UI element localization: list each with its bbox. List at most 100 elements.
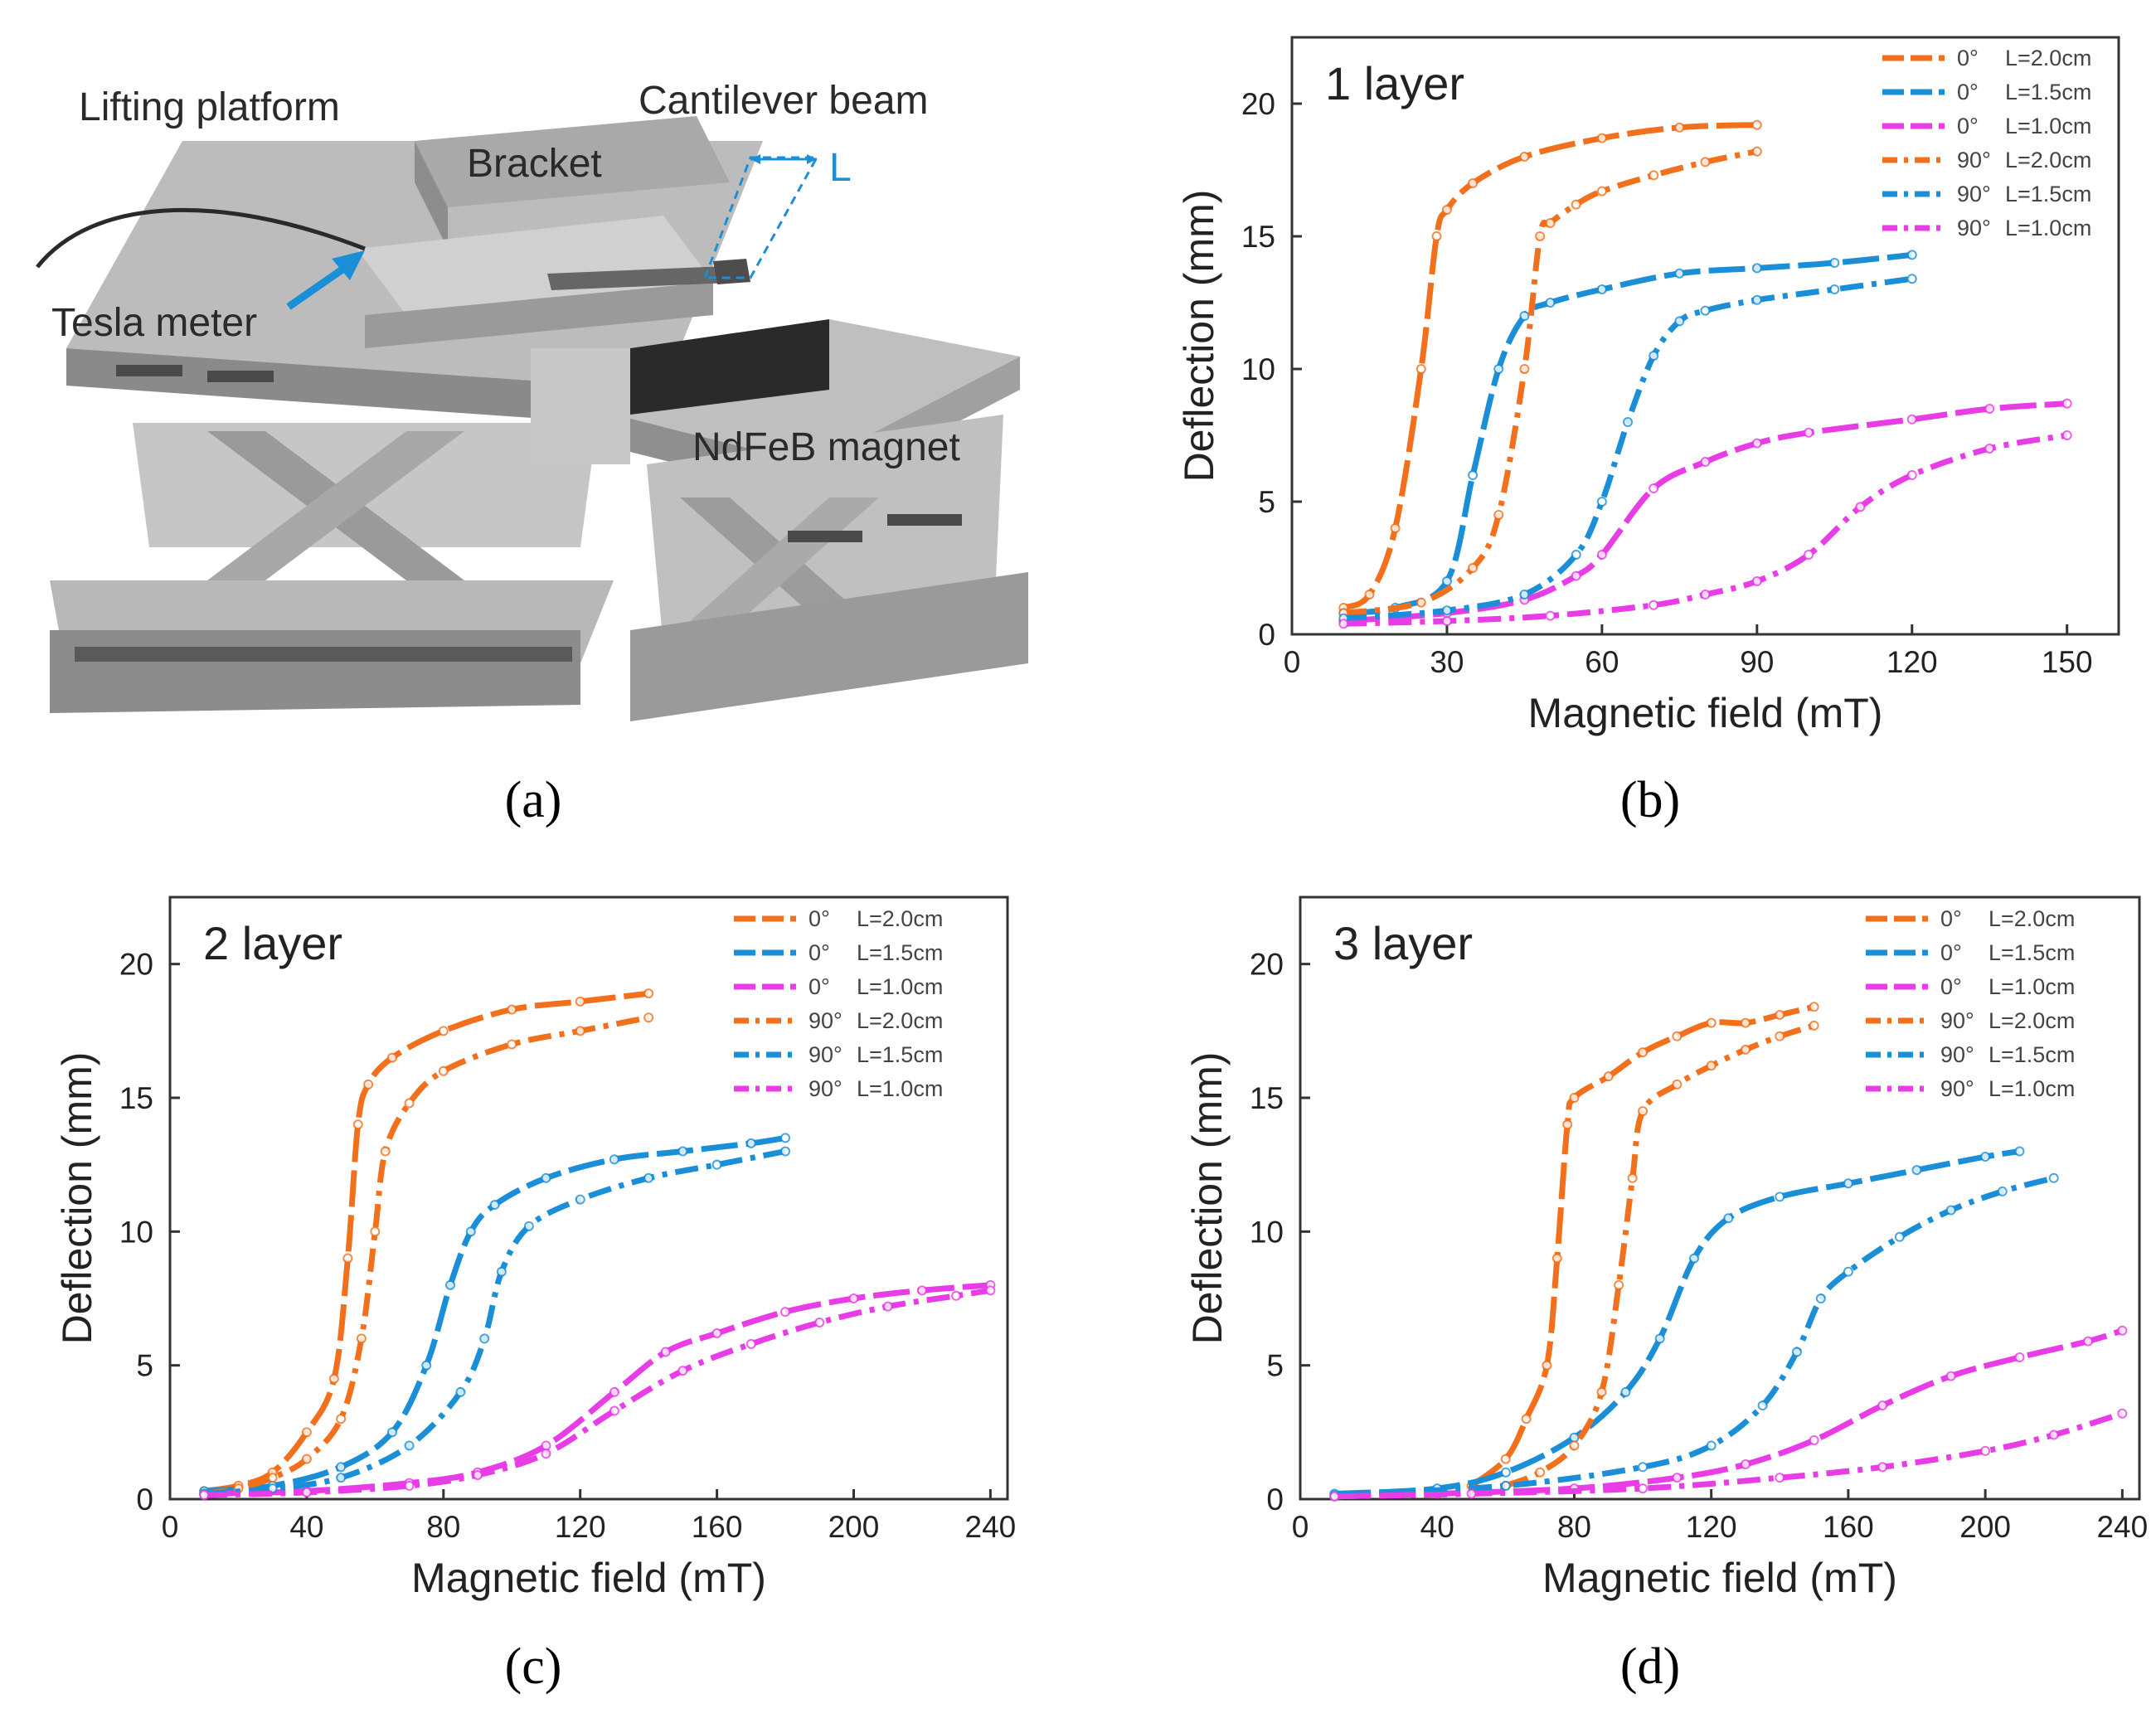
data-point — [1674, 316, 1685, 327]
series-line — [1343, 275, 1913, 622]
data-point — [1551, 1253, 1562, 1264]
data-point — [1775, 1192, 1785, 1202]
data-point — [1493, 364, 1504, 374]
x-tick-label: 60 — [1585, 645, 1619, 679]
data-point — [541, 1449, 551, 1459]
legend-length: L=2.0cm — [857, 1008, 943, 1033]
data-point — [1441, 205, 1452, 215]
data-point — [1649, 599, 1659, 610]
legend-angle: 0° — [1940, 940, 1962, 965]
series-line — [1342, 122, 1757, 611]
data-point — [1809, 1002, 1819, 1012]
series-line — [203, 990, 649, 1494]
data-point — [1906, 470, 1917, 480]
label-cantilever-beam: Cantilever beam — [639, 79, 929, 123]
tesla-meter-arrow — [286, 262, 351, 310]
data-point — [2117, 1325, 2128, 1336]
legend-length: L=1.5cm — [857, 1042, 943, 1067]
x-tick-label: 150 — [2042, 645, 2093, 679]
data-point — [1700, 590, 1711, 599]
x-tick-label: 0 — [162, 1510, 179, 1544]
x-tick-label: 120 — [1886, 645, 1938, 679]
legend-angle: 90° — [808, 1008, 842, 1033]
legend-angle: 90° — [1940, 1008, 1974, 1033]
x-tick-label: 240 — [2096, 1510, 2148, 1544]
data-point — [677, 1366, 688, 1376]
data-point — [1751, 576, 1762, 586]
label-length: L — [829, 146, 852, 190]
series-line — [1334, 1410, 2124, 1500]
data-point — [1603, 1071, 1614, 1082]
data-point — [848, 1293, 859, 1303]
bracket-top — [415, 116, 730, 207]
data-point — [1829, 284, 1840, 294]
data-point — [1751, 263, 1762, 274]
data-point — [1329, 1491, 1340, 1502]
data-point — [541, 1440, 551, 1451]
y-axis-label: Deflection (mm) — [1184, 1052, 1231, 1345]
x-axis-label: Magnetic field (mT) — [411, 1555, 766, 1601]
x-tick-label: 120 — [1686, 1510, 1737, 1544]
data-point — [1674, 268, 1685, 279]
caption-d: (d) — [1620, 1638, 1680, 1695]
data-point — [1672, 1079, 1683, 1090]
data-point — [336, 1473, 347, 1483]
data-point — [1596, 186, 1607, 197]
data-point — [1571, 199, 1581, 210]
data-point — [1468, 178, 1479, 188]
data-point — [342, 1253, 353, 1264]
data-point — [1596, 497, 1607, 507]
label-magnet: NdFeB magnet — [692, 425, 960, 469]
data-point — [523, 1221, 534, 1231]
data-point — [677, 1146, 688, 1157]
data-point — [301, 1487, 312, 1497]
magnet-platform-top — [614, 319, 1020, 464]
data-point — [1984, 444, 1995, 454]
y-tick-label: 10 — [1241, 352, 1275, 386]
data-point — [780, 1146, 791, 1157]
data-point — [2061, 430, 2072, 440]
data-point — [199, 1490, 210, 1501]
legend-angle: 0° — [808, 974, 830, 999]
data-point — [455, 1386, 466, 1397]
data-point — [1571, 550, 1581, 560]
data-point — [1740, 1459, 1751, 1470]
series-line — [204, 1282, 991, 1497]
data-point — [363, 1079, 374, 1090]
data-point — [1751, 119, 1762, 130]
data-point — [1700, 305, 1711, 316]
data-point — [1562, 1119, 1573, 1130]
x-tick-label: 80 — [426, 1510, 460, 1544]
data-point — [1911, 1165, 1922, 1176]
legend-length: L=1.0cm — [857, 1076, 943, 1101]
data-point — [1614, 1279, 1624, 1290]
data-point — [1569, 1440, 1580, 1451]
data-point — [404, 1440, 415, 1451]
data-point — [1894, 1231, 1905, 1242]
series-line — [1334, 1175, 2055, 1498]
data-point — [2014, 1352, 2025, 1362]
data-point — [1689, 1253, 1700, 1264]
legend-length: L=2.0cm — [1988, 906, 2075, 931]
data-point — [1468, 563, 1479, 573]
series-line — [1469, 1003, 1815, 1488]
chart-d: 0 40 80 120 160 200 240 0 5 10 15 20 Magnetic field … — [1184, 895, 2148, 1601]
caption-c: (c) — [505, 1638, 562, 1695]
data-point — [2014, 1146, 2025, 1157]
chart-title: 1 layer — [1325, 57, 1464, 109]
chart-b: 0 30 60 90 120 150 0 5 10 15 20 Magnetic field (mT)… — [1176, 36, 2120, 736]
legend-angle: 0° — [808, 940, 830, 965]
x-tick-label: 0 — [1292, 1510, 1309, 1544]
data-point — [1466, 1488, 1477, 1499]
series-line — [203, 1014, 649, 1497]
data-point — [711, 1327, 722, 1338]
x-axis-label: Magnetic field (mT) — [1542, 1555, 1897, 1601]
data-point — [643, 988, 654, 999]
data-point — [1493, 510, 1504, 520]
data-point — [1757, 1400, 1768, 1411]
data-point — [1672, 1031, 1683, 1041]
data-point — [1545, 218, 1556, 228]
data-point — [1627, 1172, 1638, 1183]
data-point — [1706, 1440, 1717, 1451]
